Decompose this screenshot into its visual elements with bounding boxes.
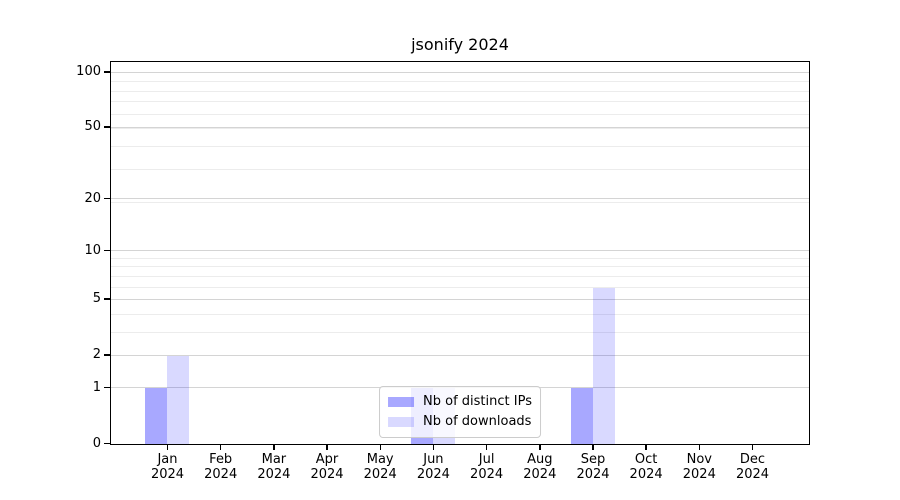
y-tick-label: 50 — [84, 119, 101, 135]
gridline-major — [111, 126, 809, 128]
x-tick-mark — [432, 445, 435, 450]
x-tick-label: Jan 2024 — [150, 452, 185, 482]
x-tick-mark — [645, 445, 647, 450]
x-tick-mark — [273, 445, 275, 450]
x-tick-label: Jul 2024 — [470, 452, 504, 482]
x-tick-label: Dec 2024 — [735, 452, 770, 482]
legend-label: Nb of downloads — [423, 414, 532, 429]
x-tick-mark — [166, 445, 169, 450]
x-tick-label: Sep 2024 — [576, 452, 610, 482]
x-tick-mark — [326, 445, 328, 450]
y-tick-mark — [104, 126, 110, 128]
legend-item: Nb of downloads — [388, 412, 532, 432]
y-tick-label: 10 — [84, 242, 101, 258]
y-tick-mark — [104, 197, 110, 200]
gridline-major — [111, 250, 809, 252]
legend-swatch — [388, 417, 415, 427]
y-tick-mark — [104, 298, 110, 300]
bar — [592, 287, 615, 444]
x-tick-label: Oct 2024 — [629, 452, 663, 482]
bar — [570, 388, 593, 444]
gridline-minor — [111, 331, 809, 333]
y-tick-mark — [104, 249, 110, 252]
x-tick-label: Apr 2024 — [310, 452, 344, 482]
x-tick-label: Feb 2024 — [204, 452, 238, 482]
gridline-major — [111, 71, 809, 73]
y-tick-mark — [104, 71, 110, 73]
y-tick-label: 2 — [92, 347, 101, 363]
bar — [167, 355, 189, 444]
x-tick-mark — [698, 445, 701, 450]
x-tick-label: Mar 2024 — [257, 452, 291, 482]
x-tick-label: May 2024 — [363, 452, 397, 482]
gridline-major — [111, 198, 809, 200]
x-tick-mark — [539, 445, 541, 450]
y-tick-label: 0 — [92, 435, 101, 451]
y-tick-label: 20 — [84, 190, 101, 206]
legend-label: Nb of distinct IPs — [423, 394, 532, 409]
y-tick-mark — [104, 386, 110, 389]
legend-swatch — [388, 397, 415, 407]
y-tick-mark — [104, 442, 110, 444]
x-tick-label: Aug 2024 — [523, 452, 557, 482]
legend: Nb of distinct IPs Nb of downloads — [379, 386, 541, 438]
x-tick-label: Nov 2024 — [682, 452, 716, 482]
gridline-minor — [111, 286, 809, 288]
gridline-minor — [111, 146, 809, 148]
gridline-minor — [111, 202, 809, 203]
gridline-minor — [111, 169, 809, 171]
gridline-major — [111, 354, 809, 356]
y-tick-label: 1 — [92, 379, 101, 395]
y-tick-label: 5 — [92, 291, 101, 307]
x-tick-mark — [379, 445, 381, 450]
gridline-minor — [111, 81, 809, 82]
gridline-minor — [111, 266, 809, 268]
x-tick-mark — [485, 445, 488, 450]
bar — [145, 388, 167, 444]
x-tick-mark — [751, 445, 754, 450]
x-tick-label: Jun 2024 — [416, 452, 450, 482]
x-tick-mark — [219, 445, 222, 450]
x-tick-mark — [592, 445, 594, 450]
gridline-minor — [111, 113, 809, 115]
plot-area: Nb of distinct IPs Nb of downloads — [110, 61, 810, 445]
gridline-minor — [111, 128, 809, 130]
legend-item: Nb of distinct IPs — [388, 392, 532, 412]
y-tick-mark — [104, 354, 110, 356]
gridline-minor — [111, 313, 809, 315]
gridline-minor — [111, 257, 809, 259]
gridline-minor — [111, 90, 809, 92]
gridline-minor — [111, 275, 809, 277]
chart-title: jsonify 2024 — [411, 35, 509, 54]
gridline-major — [111, 298, 809, 300]
gridline-minor — [111, 101, 809, 103]
y-tick-label: 100 — [76, 64, 101, 80]
